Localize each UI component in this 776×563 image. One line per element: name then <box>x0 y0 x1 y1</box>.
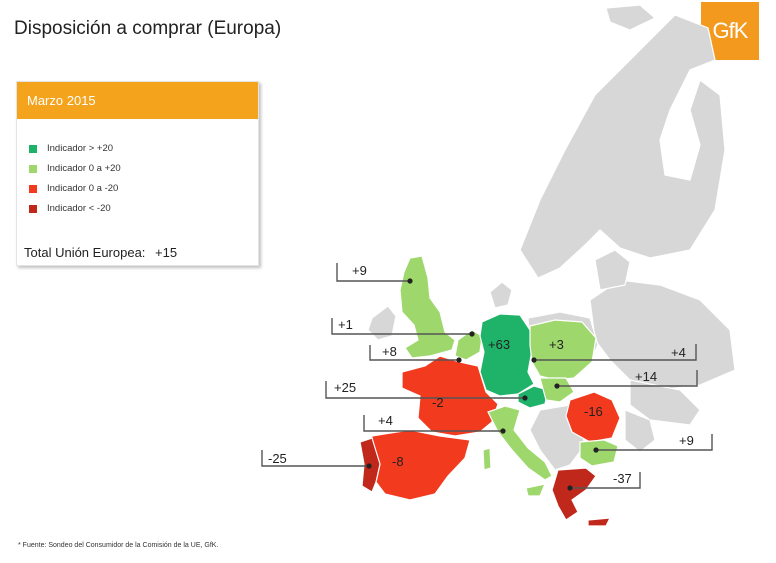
callout-dot <box>407 278 413 284</box>
country-crete <box>587 517 612 527</box>
country-hungary <box>539 377 575 403</box>
legend-swatch <box>29 184 37 193</box>
country-sicily <box>525 483 546 497</box>
map-value-romania: -16 <box>584 404 603 419</box>
legend-swatch <box>29 204 37 213</box>
legend-total: Total Unión Europea: +15 <box>24 245 177 260</box>
country-spain <box>371 429 471 501</box>
callout-line-portugal <box>261 450 369 467</box>
callout-dot <box>500 428 506 434</box>
callout-ireland: +1 <box>338 317 353 332</box>
callout-uk: +9 <box>352 263 367 278</box>
legend-item-low: Indicador < -20 <box>29 203 111 214</box>
country-sardinia <box>482 447 492 471</box>
country-benelux <box>454 329 483 361</box>
callout-line-greece <box>570 472 641 489</box>
country-uk <box>399 255 456 359</box>
callout-bulgaria: +9 <box>679 433 694 448</box>
callout-dot <box>522 395 528 401</box>
callout-france: +25 <box>334 380 357 395</box>
callout-lines <box>261 263 713 489</box>
callout-line-poland <box>534 344 697 361</box>
country-greece <box>551 467 597 521</box>
callout-dot <box>469 331 475 337</box>
callout-line-france <box>325 381 525 399</box>
map-value-poland: +3 <box>549 337 564 352</box>
callout-dot <box>531 357 537 363</box>
callout-line-benelux <box>369 345 459 361</box>
country-germany <box>479 313 535 397</box>
legend-label: Indicador < -20 <box>47 203 111 214</box>
legend-swatch <box>29 164 37 173</box>
callout-greece: -37 <box>613 471 632 486</box>
callout-portugal: -25 <box>268 451 287 466</box>
page-title: Disposición a comprar (Europa) <box>14 18 282 39</box>
callout-dot <box>567 485 573 491</box>
legend-item-negative: Indicador 0 a -20 <box>29 183 118 194</box>
callout-line-uk <box>336 263 410 282</box>
legend-label: Indicador 0 a -20 <box>47 183 119 194</box>
country-romania <box>565 391 621 443</box>
callout-dot <box>554 383 560 389</box>
callout-dot <box>593 447 599 453</box>
legend-label: Indicador 0 a +20 <box>47 163 121 174</box>
callout-dot <box>366 463 372 469</box>
legend-item-high: Indicador > +20 <box>29 143 113 154</box>
callout-poland: +4 <box>671 345 686 360</box>
country-france <box>401 355 499 437</box>
callout-benelux: +8 <box>382 344 397 359</box>
background-landmass <box>367 4 736 471</box>
callout-dots <box>366 278 599 491</box>
callout-line-bulgaria <box>596 434 713 451</box>
legend-box: Marzo 2015 Indicador > +20 Indicador 0 a… <box>16 81 259 266</box>
map-value-france: -2 <box>432 395 444 410</box>
country-austria <box>517 385 549 409</box>
callout-dot <box>456 357 462 363</box>
legend-total-label: Total Unión Europea: <box>24 245 146 260</box>
callout-line-ireland <box>331 318 472 335</box>
country-bulgaria <box>579 439 619 467</box>
source-note: * Fuente: Sondeo del Consumidor de la Co… <box>18 542 219 549</box>
callout-italy: +4 <box>378 413 393 428</box>
callout-hungary: +14 <box>635 369 658 384</box>
legend-period: Marzo 2015 <box>17 82 258 119</box>
legend-label: Indicador > +20 <box>47 143 114 154</box>
map-value-spain: -8 <box>392 454 404 469</box>
map-value-germany: +63 <box>488 337 511 352</box>
legend-item-positive: Indicador 0 a +20 <box>29 163 121 174</box>
country-italy <box>487 405 553 481</box>
legend-total-value: +15 <box>155 245 178 260</box>
callout-line-italy <box>363 415 503 432</box>
legend-swatch <box>29 144 37 153</box>
country-poland <box>529 319 597 381</box>
callout-line-hungary <box>557 370 698 387</box>
